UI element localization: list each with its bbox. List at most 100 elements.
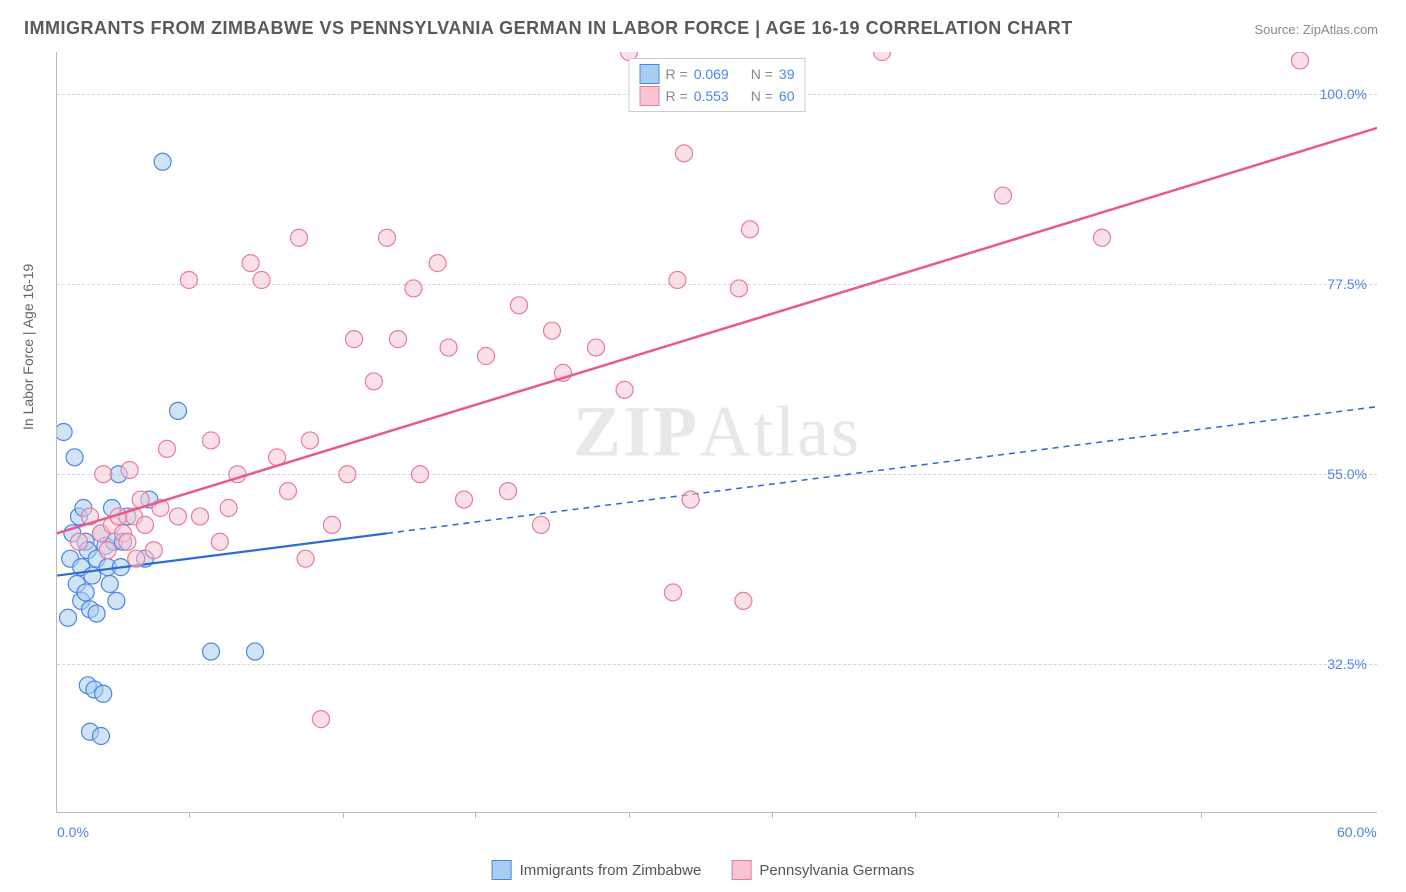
data-point [731,280,748,297]
data-point [324,516,341,533]
data-point [544,322,561,339]
legend-row: R = 0.069 N = 39 [640,63,795,85]
data-point [511,297,528,314]
data-point [365,373,382,390]
data-point [77,584,94,601]
chart-title: IMMIGRANTS FROM ZIMBABWE VS PENNSYLVANIA… [24,18,1073,39]
n-value: 60 [779,85,795,107]
data-point [203,643,220,660]
data-point [313,711,330,728]
data-point [181,272,198,289]
data-point [1094,229,1111,246]
data-point [280,483,297,500]
source-label: Source: ZipAtlas.com [1254,22,1378,37]
data-point [500,483,517,500]
x-tickmark [1058,812,1059,818]
data-point [93,728,110,745]
data-point [682,491,699,508]
x-tickmark [915,812,916,818]
data-point [220,500,237,517]
data-point [121,462,138,479]
data-point [170,508,187,525]
legend-swatch [640,86,660,106]
data-point [242,255,259,272]
x-tick-label: 0.0% [57,824,89,840]
data-point [874,52,891,61]
y-axis-label: In Labor Force | Age 16-19 [20,264,36,430]
data-point [665,584,682,601]
r-value: 0.553 [694,85,729,107]
data-point [159,440,176,457]
legend-label: Immigrants from Zimbabwe [520,862,702,879]
data-point [405,280,422,297]
data-point [346,331,363,348]
data-point [88,605,105,622]
data-point [137,516,154,533]
data-point [192,508,209,525]
data-point [429,255,446,272]
data-point [297,550,314,567]
chart-plot-area: ZIPAtlas R =0.069N =39R =0.553N =60 32.5… [56,52,1377,813]
n-label: N = [751,85,773,107]
legend-label: Pennsylvania Germans [759,862,914,879]
x-tickmark [343,812,344,818]
data-point [1292,52,1309,69]
data-point [119,533,136,550]
data-point [99,542,116,559]
data-point [145,542,162,559]
trend-line-extrapolated [387,407,1377,534]
data-point [211,533,228,550]
data-point [95,466,112,483]
data-point [291,229,308,246]
data-point [247,643,264,660]
n-value: 39 [779,63,795,85]
data-point [456,491,473,508]
data-point [95,685,112,702]
data-point [302,432,319,449]
r-value: 0.069 [694,63,729,85]
data-point [995,187,1012,204]
data-point [533,516,550,533]
data-point [154,153,171,170]
data-point [253,272,270,289]
x-tickmark [189,812,190,818]
data-point [71,533,88,550]
r-label: R = [666,63,688,85]
legend-swatch [492,860,512,880]
correlation-legend: R = 0.069 N = 39 R = 0.553 N = 60 [629,58,806,112]
data-point [57,424,72,441]
x-tickmark [1201,812,1202,818]
x-tickmark [772,812,773,818]
trend-line [57,128,1377,533]
legend-item: Immigrants from Zimbabwe [492,860,702,880]
data-point [735,592,752,609]
r-label: R = [666,85,688,107]
x-tickmark [629,812,630,818]
n-label: N = [751,63,773,85]
data-point [440,339,457,356]
data-point [128,550,145,567]
data-point [669,272,686,289]
x-tick-label: 60.0% [1337,824,1377,840]
data-point [390,331,407,348]
legend-row: R = 0.553 N = 60 [640,85,795,107]
data-point [339,466,356,483]
data-point [66,449,83,466]
legend-swatch [640,64,660,84]
legend-swatch [731,860,751,880]
data-point [379,229,396,246]
data-point [478,348,495,365]
data-point [108,592,125,609]
x-tickmark [475,812,476,818]
data-point [170,402,187,419]
data-point [676,145,693,162]
data-point [203,432,220,449]
series-legend: Immigrants from Zimbabwe Pennsylvania Ger… [492,860,915,880]
data-point [60,609,77,626]
data-point [101,576,118,593]
data-point [742,221,759,238]
legend-item: Pennsylvania Germans [731,860,914,880]
data-point [588,339,605,356]
data-point [412,466,429,483]
data-point [616,381,633,398]
